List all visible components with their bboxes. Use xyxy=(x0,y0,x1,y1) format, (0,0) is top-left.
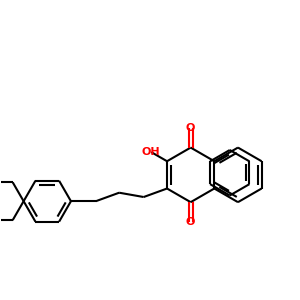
Text: O: O xyxy=(186,217,195,227)
Text: O: O xyxy=(186,123,195,133)
Text: OH: OH xyxy=(142,147,161,157)
